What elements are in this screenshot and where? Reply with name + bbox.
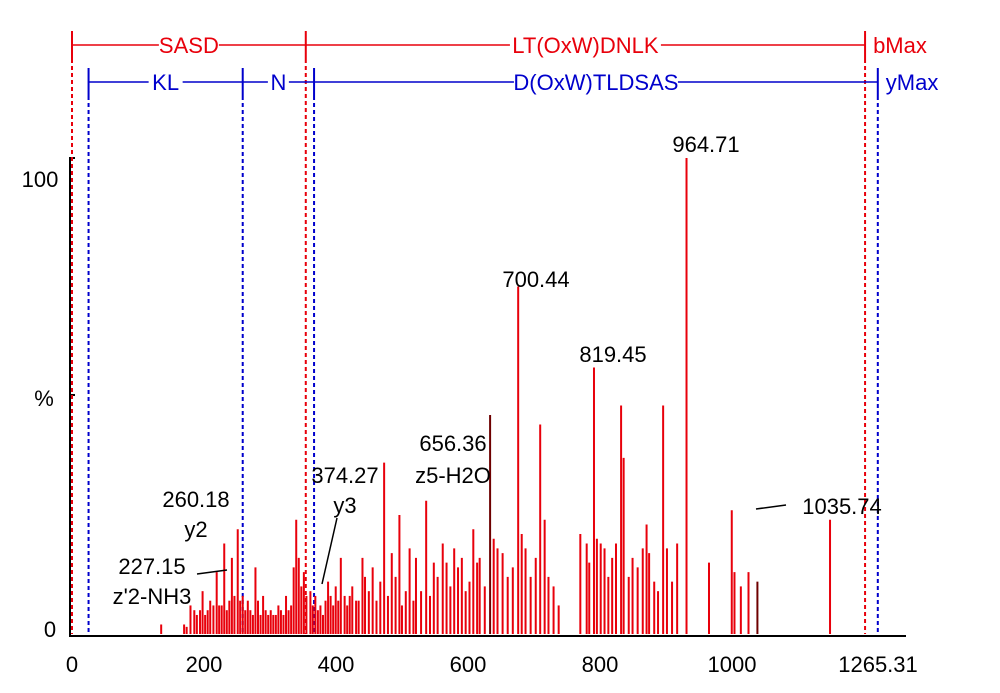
x-tick-label-0: 0 <box>66 652 78 677</box>
b-ion-segment-label-bg <box>509 33 661 57</box>
x-tick-label-800: 800 <box>582 652 619 677</box>
b-ion-segment-label-bg <box>158 33 219 57</box>
y-tick-label-100: 100 <box>22 167 59 192</box>
annotation-656-36: 656.36 <box>419 431 486 456</box>
annotation-964-71: 964.71 <box>672 132 739 157</box>
b-ion-segment-label: LT(OxW)DNLK <box>512 33 659 58</box>
y-ion-segment-label-bg <box>148 70 183 94</box>
x-tick-label-400: 400 <box>318 652 355 677</box>
annotation-819-45: 819.45 <box>579 342 646 367</box>
x-tick-label-200: 200 <box>186 652 223 677</box>
annotation-260-18: 260.18 <box>162 487 229 512</box>
annotation-227-15-ion: z'2-NH3 <box>113 584 192 609</box>
y-ion-segment-label: D(OxW)TLDSAS <box>513 70 678 95</box>
peak-annotations: 964.71 700.44 819.45 656.36 z5-H2O 374.2… <box>113 132 882 609</box>
x-tick-label-600: 600 <box>450 652 487 677</box>
x-tick-label-max: 1265.31 <box>838 652 918 677</box>
y-ion-segment-label: KL <box>152 70 179 95</box>
leader-227-15 <box>196 569 228 575</box>
annotation-656-36-ion: z5-H2O <box>415 463 491 488</box>
leader-374-27 <box>321 517 338 585</box>
annotation-700-44: 700.44 <box>502 267 569 292</box>
annotation-374-27-ion: y3 <box>333 493 356 518</box>
b-ion-max-label: bMax <box>873 33 927 58</box>
annotation-1035-74: 1035.74 <box>802 494 882 519</box>
annotation-227-15: 227.15 <box>118 554 185 579</box>
b-ion-segment-label: SASD <box>159 33 219 58</box>
y-ion-segment-label: N <box>270 70 286 95</box>
annotation-260-18-ion: y2 <box>184 517 207 542</box>
annotation-374-27: 374.27 <box>311 463 378 488</box>
x-tick-label-1000: 1000 <box>708 652 757 677</box>
y-ion-segment-label-bg <box>513 70 678 94</box>
y-ion-max-label: yMax <box>886 70 939 95</box>
y-axis-label: % <box>34 386 54 411</box>
peak-bars <box>160 158 832 634</box>
y-ion-segment-label-bg <box>267 70 289 94</box>
leader-1035-74 <box>755 504 787 510</box>
y-tick-label-0: 0 <box>44 617 56 642</box>
fragment-ladders: SASD LT(OxW)DNLK bMax KL N D(OxW)TLDSAS yMax <box>71 31 939 634</box>
